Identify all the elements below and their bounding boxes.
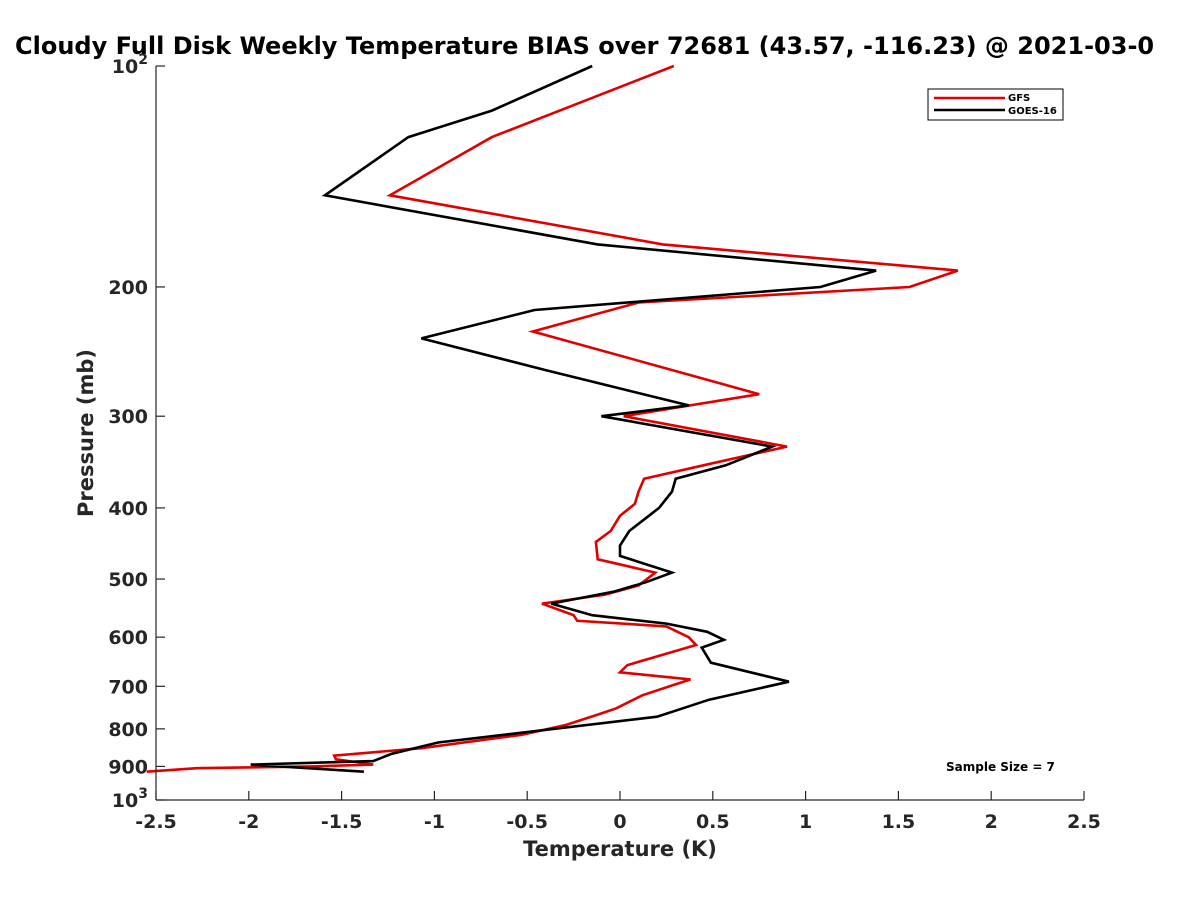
x-tick-label: -1 — [424, 811, 445, 833]
x-axis-label: Temperature (K) — [523, 837, 717, 861]
chart-title: Cloudy Full Disk Weekly Temperature BIAS… — [15, 32, 1154, 60]
y-axis-ticks: 102 200 300 400 500 600 700 800 900 103 — [108, 52, 165, 812]
x-axis-ticks: -2.5 -2 -1.5 -1 -0.5 0 0.5 1 1.5 2 2.5 — [135, 791, 1101, 833]
legend-label-goes16: GOES-16 — [1008, 106, 1057, 117]
y-tick-label: 102 — [112, 52, 148, 78]
legend: GFS GOES-16 — [927, 88, 1064, 121]
series-line-goes16 — [250, 64, 877, 773]
x-tick-label: 2.5 — [1067, 811, 1101, 833]
series-layer — [146, 64, 959, 773]
x-tick-label: 0.5 — [696, 811, 730, 833]
y-axis-label: Pressure (mb) — [74, 349, 98, 517]
x-tick-label: 1 — [799, 811, 812, 833]
y-tick-label: 800 — [108, 719, 148, 741]
x-tick-label: 0 — [613, 811, 626, 833]
sample-size-annotation: Sample Size = 7 — [946, 760, 1055, 774]
x-tick-label: -2 — [238, 811, 259, 833]
x-tick-label: -2.5 — [135, 811, 177, 833]
y-tick-label: 700 — [108, 676, 148, 698]
x-tick-label: -0.5 — [506, 811, 548, 833]
y-tick-label: 400 — [108, 498, 148, 520]
plot-area: -2.5 -2 -1.5 -1 -0.5 0 0.5 1 1.5 2 2.5 102 200 300 40… — [108, 52, 1101, 833]
legend-box — [927, 88, 1064, 121]
y-tick-label: 600 — [108, 627, 148, 649]
y-tick-label: 900 — [108, 756, 148, 778]
x-tick-label: 1.5 — [882, 811, 916, 833]
plot-background — [156, 66, 1084, 800]
y-tick-label: 200 — [108, 277, 148, 299]
y-tick-label: 500 — [108, 569, 148, 591]
series-line-gfs — [146, 64, 959, 773]
legend-label-gfs: GFS — [1008, 93, 1030, 104]
y-tick-label: 103 — [112, 786, 148, 812]
x-tick-label: 2 — [985, 811, 998, 833]
y-tick-label: 300 — [108, 406, 148, 428]
x-tick-label: -1.5 — [321, 811, 363, 833]
